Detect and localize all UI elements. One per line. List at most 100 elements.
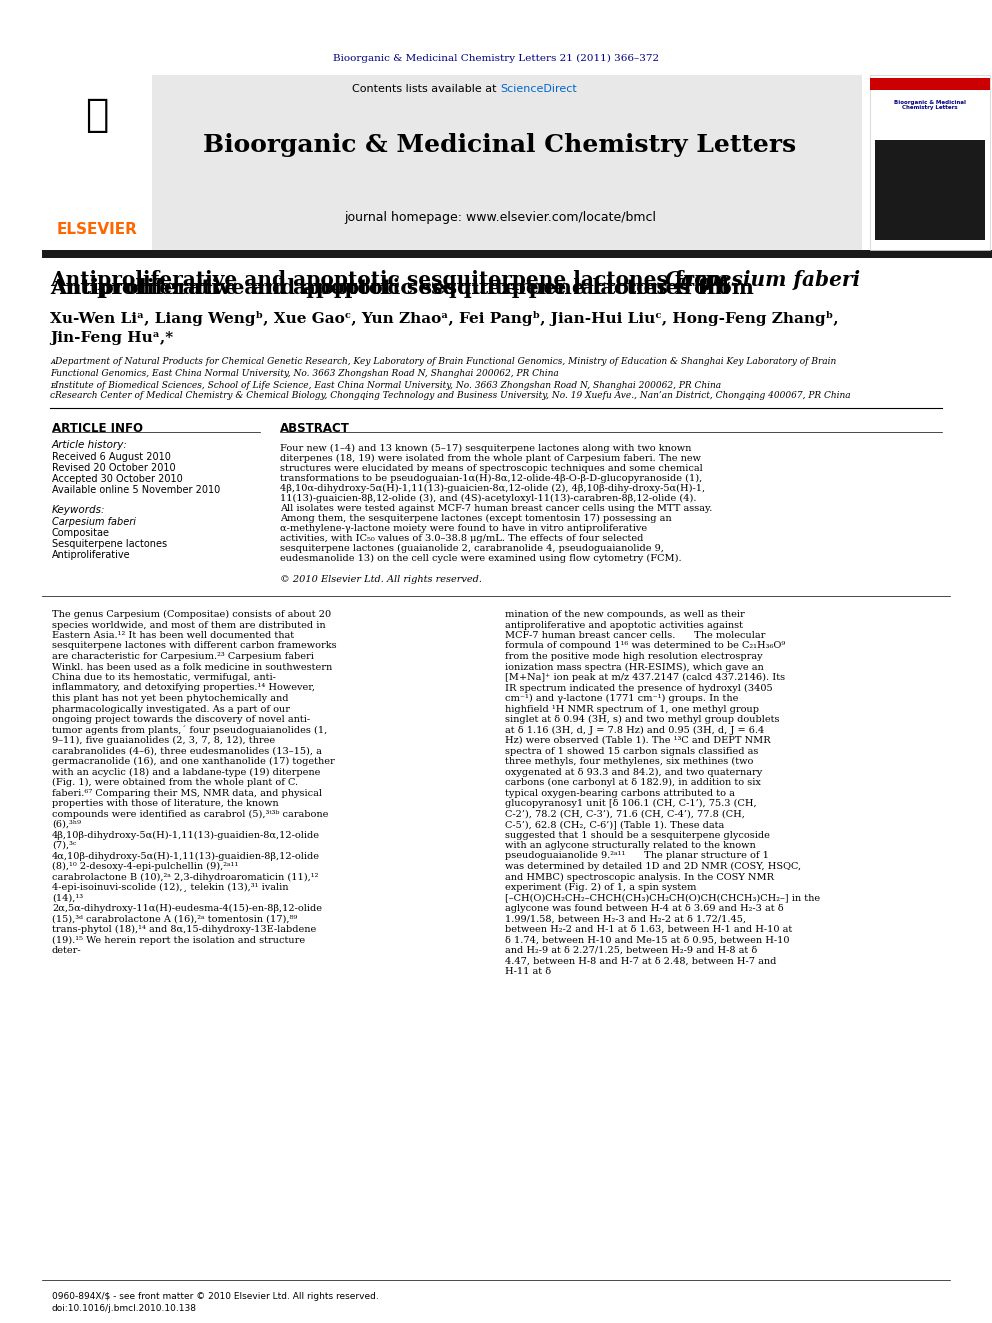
Text: [M+Na]⁺ ion peak at m/z 437.2147 (calcd 437.2146). Its: [M+Na]⁺ ion peak at m/z 437.2147 (calcd … [505,673,785,683]
Text: 4β,10β-dihydroxy-5α(H)-1,11(13)-guaidien-8α,12-olide: 4β,10β-dihydroxy-5α(H)-1,11(13)-guaidien… [52,831,320,840]
Text: experiment (Fig. 2) of 1, a spin system: experiment (Fig. 2) of 1, a spin system [505,882,696,892]
Text: typical oxygen-bearing carbons attributed to a: typical oxygen-bearing carbons attribute… [505,789,735,798]
Text: (14),¹³: (14),¹³ [52,893,83,902]
Text: Xu-Wen Liᵃ, Liang Wengᵇ, Xue Gaoᶜ, Yun Zhaoᵃ, Fei Pangᵇ, Jian-Hui Liuᶜ, Hong-Fen: Xu-Wen Liᵃ, Liang Wengᵇ, Xue Gaoᶜ, Yun Z… [50,311,838,325]
Text: eudesmanolide 13) on the cell cycle were examined using flow cytometry (FCM).: eudesmanolide 13) on the cell cycle were… [280,554,682,564]
Text: 2α,5α-dihydroxy-11α(H)-eudesma-4(15)-en-8β,12-olide: 2α,5α-dihydroxy-11α(H)-eudesma-4(15)-en-… [52,904,322,913]
Text: inflammatory, and detoxifying properties.¹⁴ However,: inflammatory, and detoxifying properties… [52,684,315,692]
Text: Antiproliferative and apoptotic sesquiterpene lactones from: Antiproliferative and apoptotic sesquite… [50,278,761,298]
Text: doi:10.1016/j.bmcl.2010.10.138: doi:10.1016/j.bmcl.2010.10.138 [52,1304,197,1312]
Text: with an aglycone structurally related to the known: with an aglycone structurally related to… [505,841,756,849]
Text: activities, with IC₅₀ values of 3.0–38.8 μg/mL. The effects of four selected: activities, with IC₅₀ values of 3.0–38.8… [280,534,644,542]
Text: Contents lists available at: Contents lists available at [352,83,500,94]
Text: (19).¹⁵ We herein report the isolation and structure: (19).¹⁵ We herein report the isolation a… [52,935,306,945]
Bar [42,75,862,250]
Text: Hz) were observed (Table 1). The ¹³C and DEPT NMR: Hz) were observed (Table 1). The ¹³C and… [505,736,771,745]
Bar [875,140,985,239]
Text: ongoing project towards the discovery of novel anti-: ongoing project towards the discovery of… [52,714,310,724]
Text: carabranolides (4–6), three eudesmanolides (13–15), a: carabranolides (4–6), three eudesmanolid… [52,746,321,755]
Bar [870,78,990,90]
Text: was determined by detailed 1D and 2D NMR (COSY, HSQC,: was determined by detailed 1D and 2D NMR… [505,863,802,871]
Text: α-methylene-γ-lactone moiety were found to have in vitro antiproliferative: α-methylene-γ-lactone moiety were found … [280,524,647,533]
Text: aglycone was found between H-4 at δ 3.69 and H₂-3 at δ: aglycone was found between H-4 at δ 3.69… [505,904,784,913]
Text: Sesquiterpene lactones: Sesquiterpene lactones [52,538,167,549]
Text: glucopyranosy1 unit [δ 106.1 (CH, C-1’), 75.3 (CH,: glucopyranosy1 unit [δ 106.1 (CH, C-1’),… [505,799,757,808]
Text: structures were elucidated by means of spectroscopic techniques and some chemica: structures were elucidated by means of s… [280,464,702,474]
Text: Available online 5 November 2010: Available online 5 November 2010 [52,486,220,495]
Text: (7),³ᶜ: (7),³ᶜ [52,841,76,849]
Text: Revised 20 October 2010: Revised 20 October 2010 [52,463,176,474]
Text: oxygenated at δ 93.3 and 84.2), and two quaternary: oxygenated at δ 93.3 and 84.2), and two … [505,767,762,777]
Text: journal homepage: www.elsevier.com/locate/bmcl: journal homepage: www.elsevier.com/locat… [344,212,656,225]
Text: All isolates were tested against MCF-7 human breast cancer cells using the MTT a: All isolates were tested against MCF-7 h… [280,504,712,513]
Text: Compositae: Compositae [52,528,110,538]
Text: (6),³ʰ⁹: (6),³ʰ⁹ [52,820,81,830]
Text: and HMBC) spectroscopic analysis. In the COSY NMR: and HMBC) spectroscopic analysis. In the… [505,872,774,881]
Text: [–CH(O)CH₂CH₂–CHCH(CH₃)CH₂CH(O)CH(CHCH₃)CH₂–] in the: [–CH(O)CH₂CH₂–CHCH(CH₃)CH₂CH(O)CH(CHCH₃)… [505,893,820,902]
Text: ᴀDepartment of Natural Products for Chemical Genetic Research, Key Laboratory of: ᴀDepartment of Natural Products for Chem… [50,357,836,366]
Text: © 2010 Elsevier Ltd. All rights reserved.: © 2010 Elsevier Ltd. All rights reserved… [280,576,482,585]
Text: are characteristic for Carpesium.²³ Carpesium faberi: are characteristic for Carpesium.²³ Carp… [52,652,313,662]
Text: (8),¹⁰ 2-desoxy-4-epi-pulchellin (9),²ᵃ¹¹: (8),¹⁰ 2-desoxy-4-epi-pulchellin (9),²ᵃ¹… [52,863,238,871]
Text: spectra of 1 showed 15 carbon signals classified as: spectra of 1 showed 15 carbon signals cl… [505,746,758,755]
Text: Carpesium faberi: Carpesium faberi [665,270,860,290]
Text: formula of compound 1¹⁶ was determined to be C₂₁H₃₆O⁹: formula of compound 1¹⁶ was determined t… [505,642,786,651]
Text: ARTICLE INFO: ARTICLE INFO [52,422,143,434]
Text: Bioorganic & Medicinal
Chemistry Letters: Bioorganic & Medicinal Chemistry Letters [894,99,966,110]
Text: Antiproliferative and apoptotic sesquiterpene lactones from: Antiproliferative and apoptotic sesquite… [50,278,736,298]
Text: Eastern Asia.¹² It has been well documented that: Eastern Asia.¹² It has been well documen… [52,631,294,640]
Text: germacranolide (16), and one xanthanolide (17) together: germacranolide (16), and one xanthanolid… [52,757,334,766]
Text: δ 1.74, between H-10 and Me-15 at δ 0.95, between H-10: δ 1.74, between H-10 and Me-15 at δ 0.95… [505,935,790,945]
Text: Bioorganic & Medicinal Chemistry Letters 21 (2011) 366–372: Bioorganic & Medicinal Chemistry Letters… [333,53,659,62]
Text: Four new (1–4) and 13 known (5–17) sesquiterpene lactones along with two known: Four new (1–4) and 13 known (5–17) sesqu… [280,445,691,452]
Text: H-11 at δ: H-11 at δ [505,967,552,976]
Text: diterpenes (18, 19) were isolated from the whole plant of Carpesium faberi. The : diterpenes (18, 19) were isolated from t… [280,454,701,463]
Text: tumor agents from plants,´ four pseudoguaianolides (1,: tumor agents from plants,´ four pseudogu… [52,725,327,736]
Text: 4β,10α-dihydroxy-5α(H)-1,11(13)-guaicien-8α,12-olide (2), 4β,10β-dihy-droxy-5α(H: 4β,10α-dihydroxy-5α(H)-1,11(13)-guaicien… [280,484,705,493]
Text: and H₂-9 at δ 2.27/1.25, between H₂-9 and H-8 at δ: and H₂-9 at δ 2.27/1.25, between H₂-9 an… [505,946,757,955]
Text: faberi.⁶⁷ Comparing their MS, NMR data, and physical: faberi.⁶⁷ Comparing their MS, NMR data, … [52,789,322,798]
Text: 0960-894X/$ - see front matter © 2010 Elsevier Ltd. All rights reserved.: 0960-894X/$ - see front matter © 2010 El… [52,1293,379,1301]
Text: this plant has not yet been phytochemically and: this plant has not yet been phytochemica… [52,695,289,703]
Text: Accepted 30 October 2010: Accepted 30 October 2010 [52,474,183,484]
Text: 1.99/1.58, between H₂-3 and H₂-2 at δ 1.72/1.45,: 1.99/1.58, between H₂-3 and H₂-2 at δ 1.… [505,914,746,923]
Text: Functional Genomics, East China Normal University, No. 3663 Zhongshan Road N, Sh: Functional Genomics, East China Normal U… [50,369,558,377]
Text: sesquiterpene lactones (guaianolide 2, carabranolide 4, pseudoguaianolide 9,: sesquiterpene lactones (guaianolide 2, c… [280,544,664,553]
Bar [42,250,992,258]
Text: Among them, the sesquiterpene lactones (except tomentosin 17) possessing an: Among them, the sesquiterpene lactones (… [280,515,672,523]
Text: antiproliferative and apoptotic activities against: antiproliferative and apoptotic activiti… [505,620,743,630]
Bar [870,75,990,250]
Text: (15),³ᵈ carabrolactone A (16),²ᵃ tomentosin (17),⁸⁹: (15),³ᵈ carabrolactone A (16),²ᵃ tomento… [52,914,298,923]
Text: Antiproliferative and apoptotic sesquiterpene lactones from: Antiproliferative and apoptotic sesquite… [50,270,736,290]
Text: singlet at δ 0.94 (3H, s) and two methyl group doublets: singlet at δ 0.94 (3H, s) and two methyl… [505,714,780,724]
Text: between H₂-2 and H-1 at δ 1.63, between H-1 and H-10 at: between H₂-2 and H-1 at δ 1.63, between … [505,925,793,934]
Bar [42,75,152,250]
Text: 🌳: 🌳 [85,97,109,134]
Text: China due to its hemostatic, vermifugal, anti-: China due to its hemostatic, vermifugal,… [52,673,276,681]
Text: Jin-Feng Huᵃ,*: Jin-Feng Huᵃ,* [50,331,174,345]
Text: ᴄResearch Center of Medical Chemistry & Chemical Biology, Chongqing Technology a: ᴄResearch Center of Medical Chemistry & … [50,392,850,401]
Text: deter-: deter- [52,946,81,955]
Text: Bioorganic & Medicinal Chemistry Letters: Bioorganic & Medicinal Chemistry Letters [203,134,797,157]
Text: three methyls, four methylenes, six methines (two: three methyls, four methylenes, six meth… [505,757,753,766]
Text: C-2’), 78.2 (CH, C-3’), 71.6 (CH, C-4’), 77.8 (CH,: C-2’), 78.2 (CH, C-3’), 71.6 (CH, C-4’),… [505,810,745,819]
Text: Keywords:: Keywords: [52,505,105,515]
Text: pharmacologically investigated. As a part of our: pharmacologically investigated. As a par… [52,705,290,713]
Text: with an acyclic (18) and a labdane-type (19) diterpene: with an acyclic (18) and a labdane-type … [52,767,320,777]
Text: IR spectrum indicated the presence of hydroxyl (3405: IR spectrum indicated the presence of hy… [505,684,773,693]
Text: cm⁻¹) and γ-lactone (1771 cm⁻¹) groups. In the: cm⁻¹) and γ-lactone (1771 cm⁻¹) groups. … [505,695,738,703]
Text: 4.47, between H-8 and H-7 at δ 2.48, between H-7 and: 4.47, between H-8 and H-7 at δ 2.48, bet… [505,957,777,966]
Text: pseudoguaianolide 9.²ᵃ¹¹      The planar structure of 1: pseudoguaianolide 9.²ᵃ¹¹ The planar stru… [505,852,769,860]
Text: (Fig. 1), were obtained from the whole plant of C.: (Fig. 1), were obtained from the whole p… [52,778,299,787]
Text: species worldwide, and most of them are distributed in: species worldwide, and most of them are … [52,620,325,630]
Text: from the positive mode high resolution electrospray: from the positive mode high resolution e… [505,652,763,662]
Text: compounds were identified as carabrol (5),³ᵗ³ᵇ carabone: compounds were identified as carabrol (5… [52,810,328,819]
Text: mination of the new compounds, as well as their: mination of the new compounds, as well a… [505,610,745,619]
Text: Antiproliferative and apoptotic sesquiterpene lactones from: Antiproliferative and apoptotic sesquite… [50,278,800,298]
Text: ScienceDirect: ScienceDirect [500,83,576,94]
Text: ELSEVIER: ELSEVIER [57,222,138,238]
Text: 4α,10β-dihydroxy-5α(H)-1,11(13)-guaidien-8β,12-olide: 4α,10β-dihydroxy-5α(H)-1,11(13)-guaidien… [52,852,320,861]
Text: at δ 1.16 (3H, d, J = 7.8 Hz) and 0.95 (3H, d, J = 6.4: at δ 1.16 (3H, d, J = 7.8 Hz) and 0.95 (… [505,725,764,734]
Text: properties with those of literature, the known: properties with those of literature, the… [52,799,279,808]
Text: carabrolactone B (10),²ᵃ 2,3-dihydroaromaticin (11),¹²: carabrolactone B (10),²ᵃ 2,3-dihydroarom… [52,872,318,881]
